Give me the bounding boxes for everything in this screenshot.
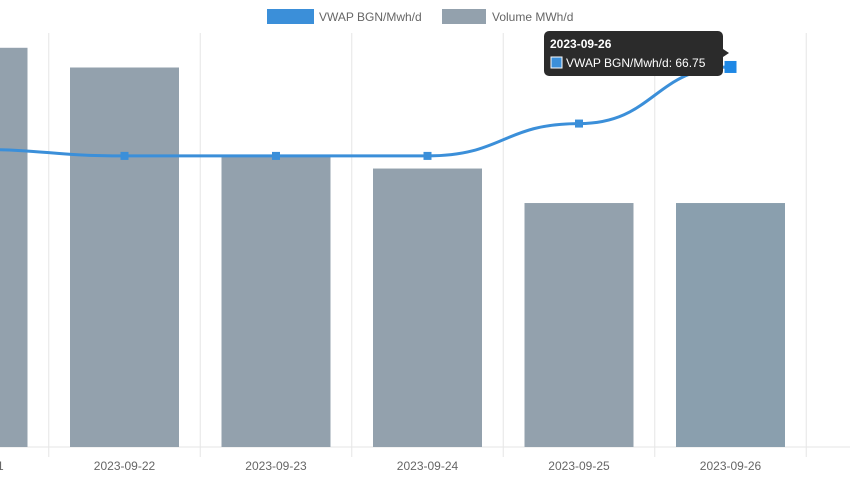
tooltip-swatch xyxy=(550,56,563,69)
bar-2023-09-25[interactable] xyxy=(524,203,634,447)
tooltip-background xyxy=(544,31,723,76)
tooltip-label: VWAP BGN/Mwh/d: 66.75 xyxy=(566,56,706,70)
bar-2023-09-23[interactable] xyxy=(221,156,331,447)
vwap-point-2023-09-24[interactable] xyxy=(423,151,432,160)
x-tick-label: 2023-09-21 xyxy=(0,459,4,473)
x-tick-label: 2023-09-25 xyxy=(548,459,610,473)
bar-2023-09-26[interactable] xyxy=(676,203,785,447)
bar-2023-09-22[interactable] xyxy=(70,67,179,448)
x-tick-label: 2023-09-22 xyxy=(94,459,156,473)
x-tick-label: 2023-09-26 xyxy=(700,459,762,473)
tooltip-title: 2023-09-26 xyxy=(550,37,612,51)
legend[interactable]: VWAP BGN/Mwh/d Volume MWh/d xyxy=(267,9,573,24)
legend-swatch-volume[interactable] xyxy=(442,9,486,24)
legend-label-volume[interactable]: Volume MWh/d xyxy=(492,10,573,24)
bar-series xyxy=(0,47,785,448)
legend-label-vwap[interactable]: VWAP BGN/Mwh/d xyxy=(319,10,422,24)
vwap-point-2023-09-23[interactable] xyxy=(272,151,280,160)
x-axis: 2023-09-21 2023-09-22 2023-09-23 2023-09-24… xyxy=(0,459,762,473)
vwap-point-2023-09-22[interactable] xyxy=(120,151,129,160)
vwap-point-2023-09-25[interactable] xyxy=(575,119,583,128)
tooltip: 2023-09-26 VWAP BGN/Mwh/d: 66.75 xyxy=(544,31,729,76)
bar-2023-09-21[interactable] xyxy=(0,47,28,448)
tooltip-caret xyxy=(723,49,729,57)
x-tick-label: 2023-09-24 xyxy=(397,459,459,473)
x-tick-label: 2023-09-23 xyxy=(245,459,307,473)
vwap-line xyxy=(0,65,731,158)
vwap-point-2023-09-26[interactable] xyxy=(724,60,737,73)
legend-swatch-vwap[interactable] xyxy=(267,9,314,24)
line-series xyxy=(0,60,737,160)
bar-2023-09-24[interactable] xyxy=(373,168,482,448)
